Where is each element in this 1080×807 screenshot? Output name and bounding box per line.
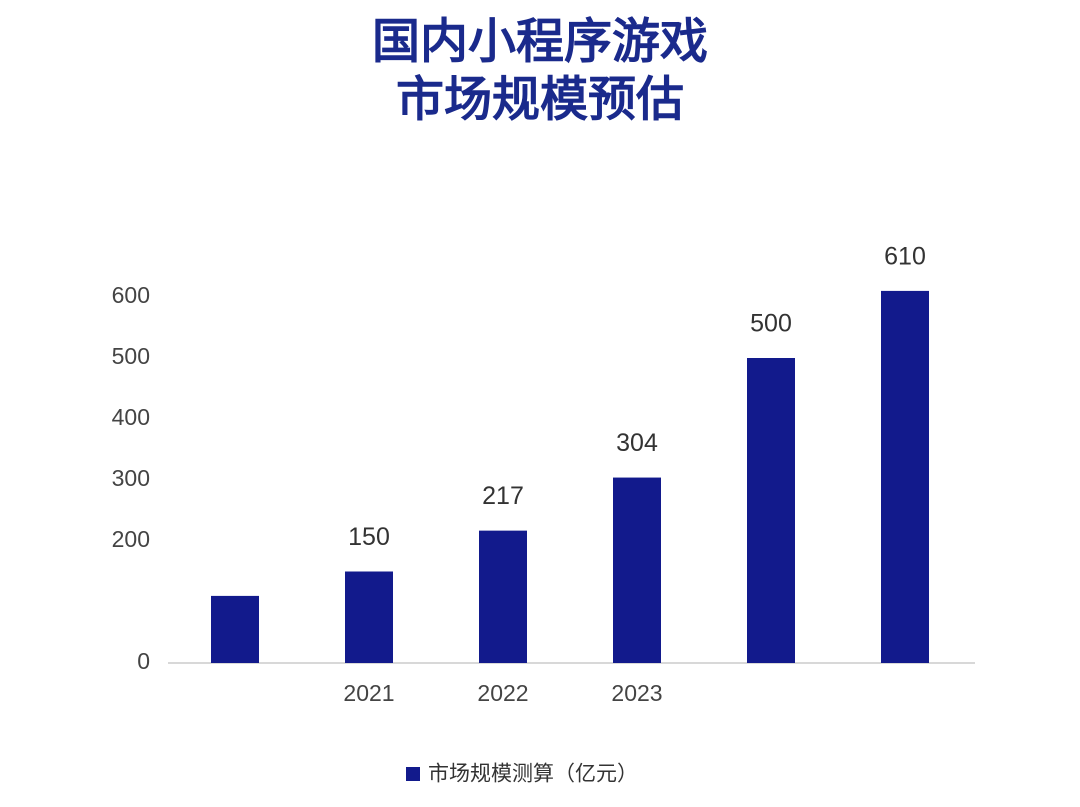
data-label: 150 <box>348 523 390 551</box>
y-tick-label: 400 <box>112 404 150 430</box>
y-tick-label: 300 <box>112 465 150 491</box>
data-label: 304 <box>616 429 658 457</box>
bar <box>613 477 661 663</box>
y-tick-label: 200 <box>112 526 150 552</box>
y-tick-label: 600 <box>112 282 150 308</box>
bar <box>345 571 393 663</box>
chart-subtitle: 市场规模预估 <box>396 74 684 127</box>
data-label: 500 <box>750 310 792 338</box>
chart-title: 国内小程序游戏 <box>372 16 708 69</box>
bar <box>881 290 929 663</box>
x-tick-label: 2023 <box>611 680 662 706</box>
legend-swatch <box>406 767 420 781</box>
legend-label: 市场规模测算（亿元） <box>428 763 638 786</box>
data-label: 217 <box>482 482 524 510</box>
bar <box>211 595 259 663</box>
x-tick-label: 2022 <box>477 680 528 706</box>
bar <box>747 358 795 663</box>
data-label: 610 <box>884 243 926 271</box>
y-tick-label: 500 <box>112 343 150 369</box>
y-tick-label: 0 <box>137 648 150 674</box>
x-tick-label: 2021 <box>343 680 394 706</box>
bar <box>479 530 527 663</box>
